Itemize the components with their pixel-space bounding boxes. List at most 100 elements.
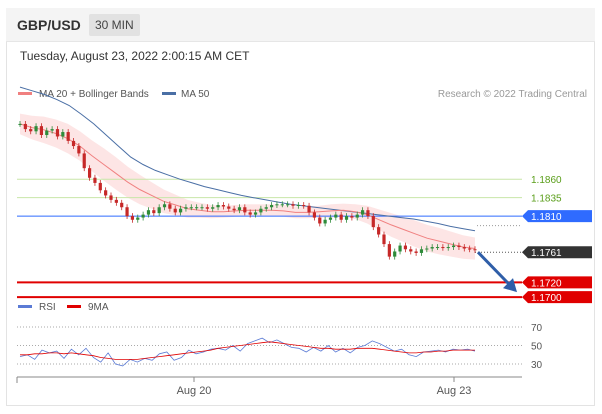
candle-body	[61, 132, 65, 137]
candle-body	[114, 199, 118, 203]
rsi-tick-70: 70	[531, 323, 543, 334]
candle-body	[398, 245, 402, 252]
candle-body	[377, 227, 381, 235]
legend-ma20-swatch	[18, 92, 32, 95]
candle-body	[152, 210, 156, 214]
candle-body	[189, 207, 193, 209]
legend-rsi-swatch	[18, 305, 32, 308]
level-label-2: 1.1810	[531, 212, 562, 223]
candle-body	[393, 251, 397, 257]
candle-body	[382, 234, 386, 245]
legend-ma50-swatch	[162, 92, 176, 95]
candle-body	[280, 204, 284, 206]
level-label-0: 1.1860	[531, 175, 562, 186]
bollinger-band-area	[20, 113, 475, 260]
legend-ma50-label: MA 50	[181, 89, 210, 100]
candle-body	[71, 140, 76, 147]
candle-body	[221, 205, 226, 207]
candle-body	[371, 216, 375, 228]
rsi-line	[19, 337, 476, 367]
rsi-tick-30: 30	[531, 360, 543, 371]
candle-body	[425, 248, 429, 250]
level-label-3: 1.1761	[531, 248, 562, 259]
candle-body	[205, 207, 209, 209]
currency-pair: GBP/USD	[17, 17, 81, 33]
candle-body	[39, 126, 44, 135]
candle-body	[248, 212, 252, 215]
candle-body	[259, 208, 263, 213]
candle-body	[468, 248, 472, 250]
candle-body	[264, 207, 268, 209]
candle-body	[98, 182, 102, 191]
rsi-tick-50: 50	[531, 342, 543, 353]
candle-body	[387, 244, 391, 257]
candle-body	[141, 214, 145, 218]
level-label-5: 1.1700	[531, 293, 562, 304]
candle-body	[93, 177, 97, 183]
credit-text: Research © 2022 Trading Central	[438, 89, 587, 100]
legend-ma20-label: MA 20 + Bollinger Bands	[39, 89, 149, 100]
candle-body	[446, 247, 450, 249]
candle-body	[318, 217, 322, 224]
candle-body	[130, 216, 135, 220]
candle-body	[269, 205, 274, 208]
level-tag-3	[522, 246, 592, 259]
candle-body	[344, 216, 349, 220]
candle-body	[462, 247, 466, 249]
candle-body	[253, 212, 258, 215]
ma20-line	[19, 123, 476, 249]
candle-body	[173, 208, 177, 213]
candle-body	[430, 247, 434, 249]
candle-body	[227, 206, 231, 209]
candle-body	[157, 207, 161, 214]
candle-body	[82, 153, 86, 169]
candle-body	[451, 245, 456, 248]
candle-body	[360, 210, 365, 215]
candle-body	[312, 212, 317, 218]
candle-body	[50, 129, 54, 131]
candle-body	[296, 205, 300, 207]
candle-body	[18, 123, 22, 125]
candle-body	[109, 195, 113, 200]
candle-body	[66, 132, 70, 141]
level-tag-5	[522, 291, 592, 304]
candle-body	[323, 219, 327, 224]
candle-body	[200, 207, 204, 209]
level-tag-4	[522, 276, 592, 289]
candle-body	[55, 129, 60, 137]
candle-body	[355, 214, 359, 218]
candle-body	[146, 210, 151, 215]
rsi-ma-line	[20, 341, 475, 360]
candle-body	[162, 204, 167, 208]
level-tag-2	[522, 210, 592, 223]
candle-body	[232, 208, 236, 211]
candle-body	[104, 190, 108, 196]
candle-body	[409, 249, 413, 252]
candle-body	[286, 204, 290, 206]
candle-body	[87, 168, 92, 178]
x-tick-label-aug20: Aug 20	[177, 385, 212, 397]
level-label-1: 1.1835	[531, 194, 562, 205]
candle-body	[125, 207, 129, 217]
candle-body	[29, 129, 33, 132]
candle-body	[237, 207, 242, 211]
candle-body	[302, 205, 306, 207]
candle-body	[243, 207, 247, 213]
candle-body	[120, 202, 124, 208]
forecast-arrow-head	[503, 278, 517, 293]
legend-9ma-label: 9MA	[88, 302, 109, 313]
candle-body	[291, 204, 295, 206]
candle-body	[334, 214, 338, 218]
candle-body	[350, 216, 354, 218]
legend-rsi-label: RSI	[39, 302, 56, 313]
candle-body	[216, 205, 220, 208]
candle-body	[136, 217, 140, 220]
candle-body	[457, 245, 461, 248]
legend-9ma-swatch	[67, 305, 81, 308]
timeframe-button[interactable]: 30 MIN	[89, 14, 140, 36]
candle-body	[339, 214, 343, 220]
candle-body	[178, 208, 183, 213]
x-tick-label-aug23: Aug 23	[437, 385, 472, 397]
candle-body	[441, 247, 445, 249]
candle-body	[168, 204, 172, 209]
